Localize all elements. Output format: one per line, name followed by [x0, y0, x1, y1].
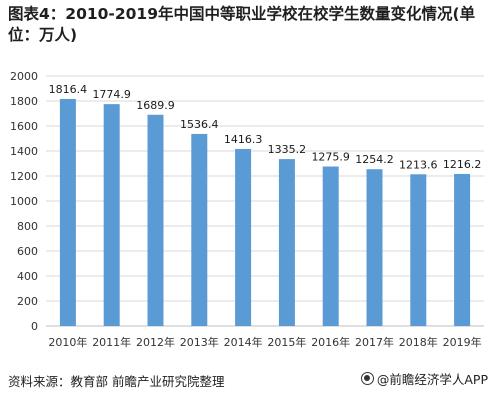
bar [278, 159, 295, 326]
data-label: 1536.4 [180, 118, 219, 131]
bar [191, 133, 208, 326]
x-axis-ticks: 2010年 2011年 2012年 2013年 2014年 2015年 2016年 2017年… [48, 335, 481, 349]
data-label: 1774.9 [92, 88, 131, 101]
x-tick-label: 2010年 [48, 335, 87, 349]
y-tick-label: 2000 [10, 70, 38, 83]
x-tick-label: 2018年 [399, 335, 438, 349]
y-tick-label: 1600 [10, 120, 38, 133]
data-label: 1335.2 [268, 143, 307, 156]
bar [235, 148, 252, 326]
bar [103, 104, 120, 326]
bar [366, 169, 383, 326]
y-tick-label: 600 [17, 245, 38, 258]
bar-chart: 0 200 400 600 800 1000 1200 1400 1600 1800 2000 18… [10, 70, 484, 349]
x-tick-label: 2016年 [311, 335, 350, 349]
y-tick-label: 0 [31, 320, 38, 333]
brand-logo-icon [360, 372, 374, 385]
brand-label: @前瞻经济学人APP [376, 372, 488, 387]
y-tick-label: 1800 [10, 95, 38, 108]
x-tick-label: 2015年 [267, 335, 306, 349]
brand-credit: @前瞻经济学人APP [360, 369, 488, 388]
value-labels: 1816.4 1774.9 1689.9 1536.4 1416.3 1335.2 1275… [49, 83, 482, 171]
bar [147, 114, 164, 326]
data-label: 1275.9 [311, 151, 350, 164]
y-tick-label: 1200 [10, 170, 38, 183]
x-tick-label: 2011年 [92, 335, 131, 349]
y-tick-label: 1400 [10, 145, 38, 158]
bar [59, 98, 76, 326]
chart-title: 图表4：2010-2019年中国中等职业学校在校学生数量变化情况(单位：万人) [8, 5, 476, 44]
source-note: 资料来源：教育部 前瞻产业研究院整理 [8, 374, 225, 389]
data-label: 1213.6 [399, 158, 438, 171]
data-label: 1689.9 [136, 99, 175, 112]
y-tick-label: 200 [17, 295, 38, 308]
x-tick-label: 2012年 [136, 335, 175, 349]
data-label: 1816.4 [49, 83, 88, 96]
data-label: 1216.2 [443, 158, 482, 171]
y-tick-label: 1000 [10, 195, 38, 208]
x-tick-label: 2014年 [224, 335, 263, 349]
x-tick-label: 2013年 [180, 335, 219, 349]
y-tick-label: 800 [17, 220, 38, 233]
bar [454, 173, 471, 326]
y-axis-ticks: 0 200 400 600 800 1000 1200 1400 1600 1800 2000 [10, 70, 38, 333]
x-tick-label: 2019年 [443, 335, 482, 349]
bar [322, 166, 339, 326]
data-label: 1254.2 [355, 153, 394, 166]
data-label: 1416.3 [224, 133, 263, 146]
bars [59, 98, 471, 326]
bar [410, 174, 427, 326]
x-tick-label: 2017年 [355, 335, 394, 349]
y-tick-label: 400 [17, 270, 38, 283]
